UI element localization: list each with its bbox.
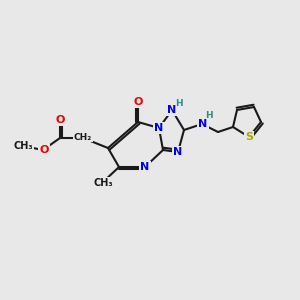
Text: CH₃: CH₃ bbox=[93, 178, 113, 188]
Text: H: H bbox=[205, 112, 213, 121]
Text: O: O bbox=[55, 115, 65, 125]
Text: N: N bbox=[173, 147, 183, 157]
Text: O: O bbox=[133, 97, 143, 107]
Text: N: N bbox=[140, 162, 150, 172]
Text: N: N bbox=[167, 105, 177, 115]
Text: O: O bbox=[39, 145, 49, 155]
Text: CH₂: CH₂ bbox=[74, 133, 92, 142]
Text: S: S bbox=[245, 132, 253, 142]
Text: CH₃: CH₃ bbox=[13, 141, 33, 151]
Text: N: N bbox=[154, 123, 164, 133]
Text: N: N bbox=[198, 119, 208, 129]
Text: H: H bbox=[175, 100, 183, 109]
